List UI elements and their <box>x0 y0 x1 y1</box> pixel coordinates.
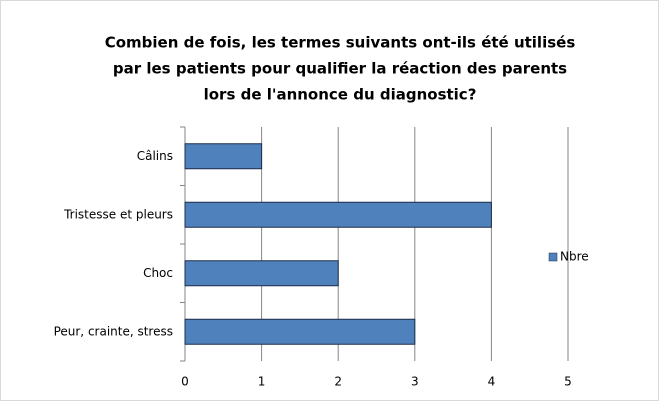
bar <box>184 318 416 345</box>
x-tick-label: 4 <box>488 375 496 389</box>
bar <box>184 201 492 228</box>
x-tick-label: 3 <box>411 375 419 389</box>
y-tick-label: Peur, crainte, stress <box>54 324 173 338</box>
chart-title: par les patients pour qualifier la réact… <box>113 60 567 78</box>
y-tick-label: Câlins <box>137 149 173 163</box>
legend-swatch <box>548 252 558 262</box>
chart-title: Combien de fois, les termes suivants ont… <box>105 34 576 52</box>
y-tick-label: Tristesse et pleurs <box>63 207 173 221</box>
y-tick-label: Choc <box>143 266 173 280</box>
x-tick-label: 2 <box>334 375 342 389</box>
x-tick-label: 0 <box>181 375 189 389</box>
x-tick-label: 1 <box>258 375 266 389</box>
legend-label: Nbre <box>560 250 589 264</box>
chart-title: lors de l'annonce du diagnostic? <box>204 86 477 104</box>
bar <box>184 143 263 170</box>
x-tick-label: 5 <box>564 375 572 389</box>
bar <box>184 260 339 287</box>
